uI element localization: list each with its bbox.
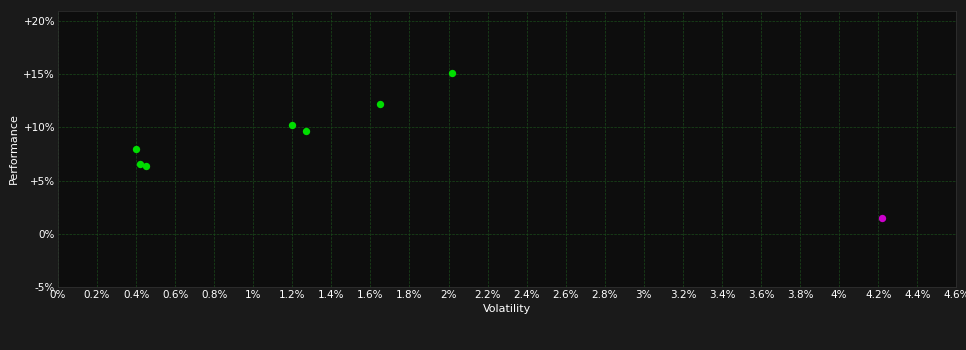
Point <box>285 122 300 128</box>
Point <box>444 70 460 76</box>
Point <box>138 163 154 169</box>
Point <box>132 161 148 167</box>
Point <box>128 146 144 152</box>
Point <box>298 128 314 133</box>
Y-axis label: Performance: Performance <box>10 113 19 184</box>
Point <box>874 215 890 221</box>
Point <box>373 101 388 107</box>
X-axis label: Volatility: Volatility <box>483 304 531 314</box>
